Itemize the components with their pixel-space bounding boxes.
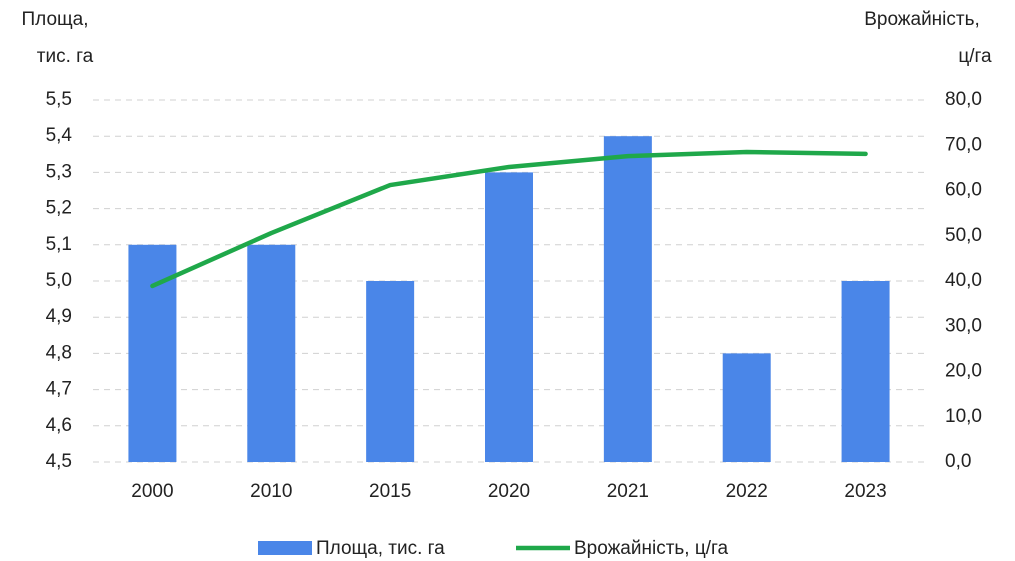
bar: [722, 353, 771, 462]
y2-tick-label: 0,0: [945, 451, 971, 472]
y-tick-label: 4,9: [46, 306, 72, 327]
x-tick-label: 2021: [607, 481, 649, 502]
x-tick-label: 2020: [488, 481, 530, 502]
y2-tick-label: 40,0: [945, 270, 982, 291]
bar: [485, 172, 533, 462]
legend-label: Площа, тис. га: [316, 538, 445, 559]
y2-tick-label: 30,0: [945, 315, 982, 336]
x-tick-label: 2022: [726, 481, 768, 502]
y-tick-label: 4,8: [46, 342, 72, 363]
y-tick-label: 5,5: [46, 89, 72, 110]
y-axis-title: тис. га: [37, 46, 94, 67]
bar: [366, 281, 415, 462]
y-tick-label: 5,2: [46, 198, 72, 219]
y-tick-label: 5,1: [46, 234, 72, 255]
x-tick-label: 2015: [369, 481, 411, 502]
y-tick-label: 5,4: [46, 125, 73, 146]
y2-tick-label: 50,0: [945, 225, 982, 246]
y-tick-label: 4,5: [46, 451, 72, 472]
y2-tick-label: 60,0: [945, 180, 982, 201]
x-tick-label: 2010: [250, 481, 292, 502]
y2-tick-label: 10,0: [945, 406, 982, 427]
y2-axis-title: ц/га: [958, 46, 992, 67]
y-tick-label: 4,7: [46, 379, 72, 400]
legend-label: Врожайність, ц/га: [574, 538, 729, 559]
y-tick-label: 4,6: [46, 415, 72, 436]
y2-axis-title: Врожайність,: [864, 9, 980, 30]
x-tick-label: 2023: [844, 481, 886, 502]
line: [150, 149, 868, 289]
y2-tick-label: 20,0: [945, 361, 982, 382]
x-tick-label: 2000: [131, 481, 173, 502]
legend-swatch: [258, 541, 312, 555]
y-tick-label: 5,3: [46, 161, 72, 182]
y-tick-label: 5,0: [46, 270, 72, 291]
bar: [841, 281, 890, 462]
bar: [603, 136, 652, 462]
y2-tick-label: 80,0: [945, 89, 982, 110]
y2-tick-label: 70,0: [945, 134, 982, 155]
bar: [247, 244, 296, 462]
y-axis-title: Площа,: [21, 9, 88, 30]
